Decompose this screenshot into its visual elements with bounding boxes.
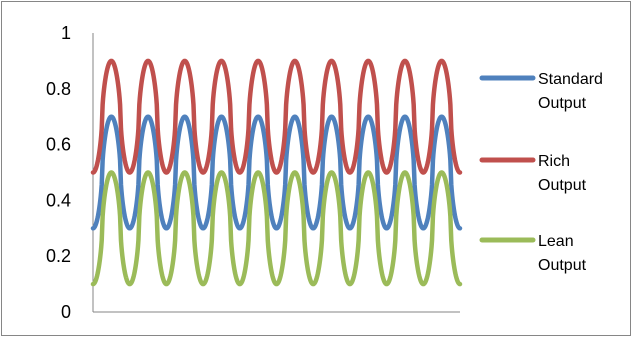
y-tick-label: 0 [61, 302, 71, 322]
legend-label: Output [538, 177, 587, 194]
y-tick-label: 0.6 [46, 135, 71, 155]
plot-series [90, 58, 463, 287]
legend-label: Output [538, 95, 587, 112]
series-line-2 [90, 170, 463, 287]
legend-label: Rich [538, 153, 570, 170]
y-tick-label: 0.2 [46, 246, 71, 266]
series-line-0 [90, 114, 463, 231]
legend-label: Output [538, 257, 587, 274]
legend: Standard Output Rich Output Lean Output [479, 71, 603, 274]
y-tick-label: 1 [61, 23, 71, 43]
series-line-1 [90, 58, 463, 175]
y-tick-labels: 0 0.2 0.4 0.6 0.8 1 [46, 23, 71, 322]
legend-label: Standard [538, 71, 603, 88]
y-tick-label: 0.4 [46, 190, 71, 210]
y-tick-label: 0.8 [46, 79, 71, 99]
legend-label: Lean [538, 233, 574, 250]
